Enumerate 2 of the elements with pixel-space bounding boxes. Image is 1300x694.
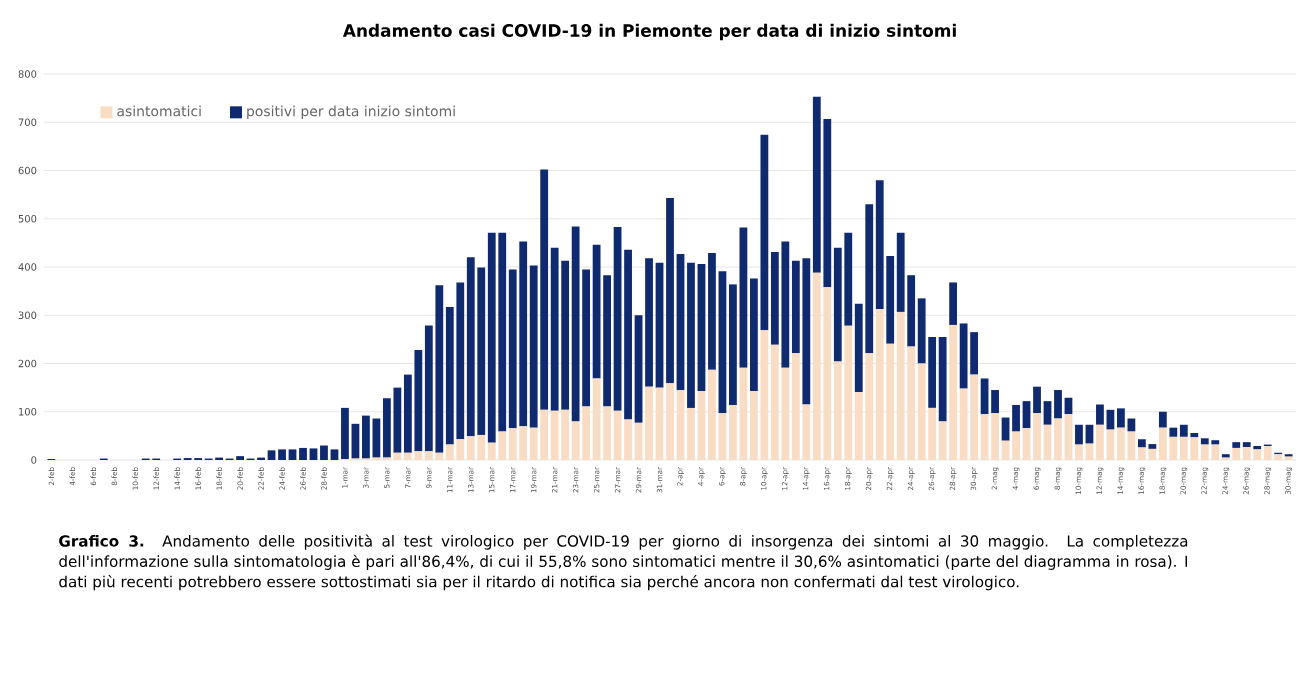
bar <box>1158 411 1167 428</box>
chart-title: Andamento casi COVID-19 in Piemonte per data di inizio sintomi <box>342 23 956 41</box>
